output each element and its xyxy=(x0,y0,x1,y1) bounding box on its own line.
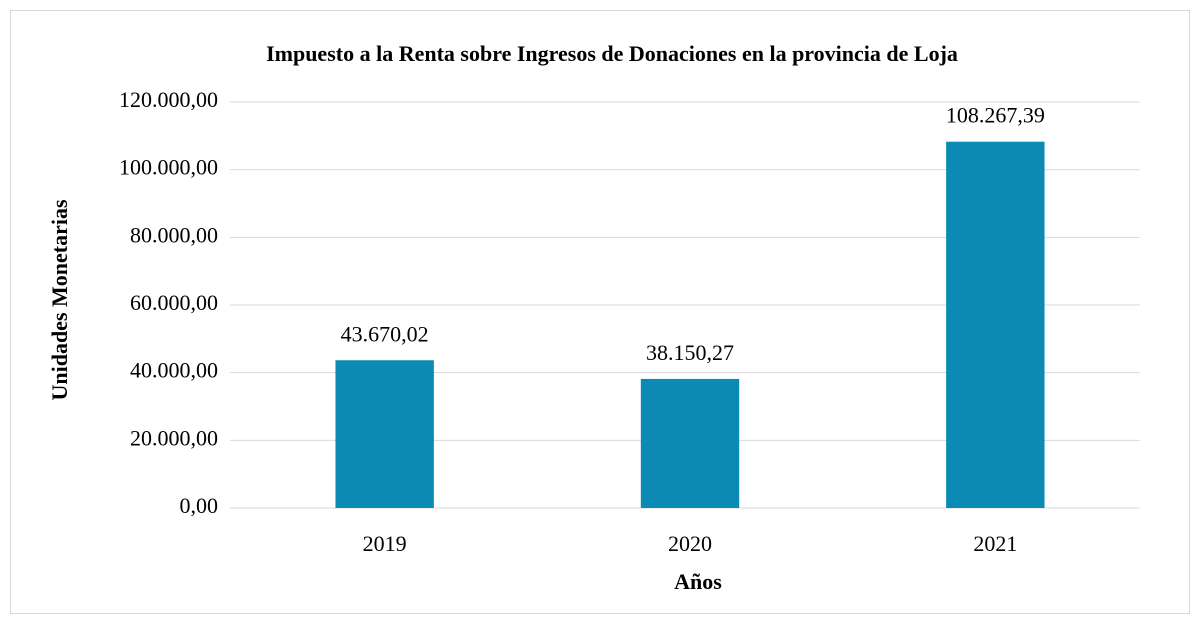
y-tick-label: 0,00 xyxy=(180,493,219,518)
y-tick-label: 80.000,00 xyxy=(130,222,218,247)
y-tick-label: 100.000,00 xyxy=(119,155,218,180)
bar xyxy=(640,378,740,508)
data-label: 38.150,27 xyxy=(646,340,734,365)
y-tick-label: 40.000,00 xyxy=(130,358,218,383)
y-tick-label: 120.000,00 xyxy=(119,87,218,112)
x-tick-label: 2019 xyxy=(363,531,407,556)
y-tick-label: 20.000,00 xyxy=(130,425,218,450)
x-axis-title: Años xyxy=(674,569,722,594)
data-label: 43.670,02 xyxy=(341,321,429,346)
bar xyxy=(335,360,434,508)
x-tick-label: 2020 xyxy=(668,531,712,556)
x-tick-label: 2021 xyxy=(973,531,1017,556)
y-axis-title: Unidades Monetarias xyxy=(47,199,72,401)
y-tick-label: 60.000,00 xyxy=(130,290,218,315)
chart-title: Impuesto a la Renta sobre Ingresos de Do… xyxy=(266,41,958,66)
data-label: 108.267,39 xyxy=(946,103,1045,128)
bar xyxy=(946,141,1045,509)
